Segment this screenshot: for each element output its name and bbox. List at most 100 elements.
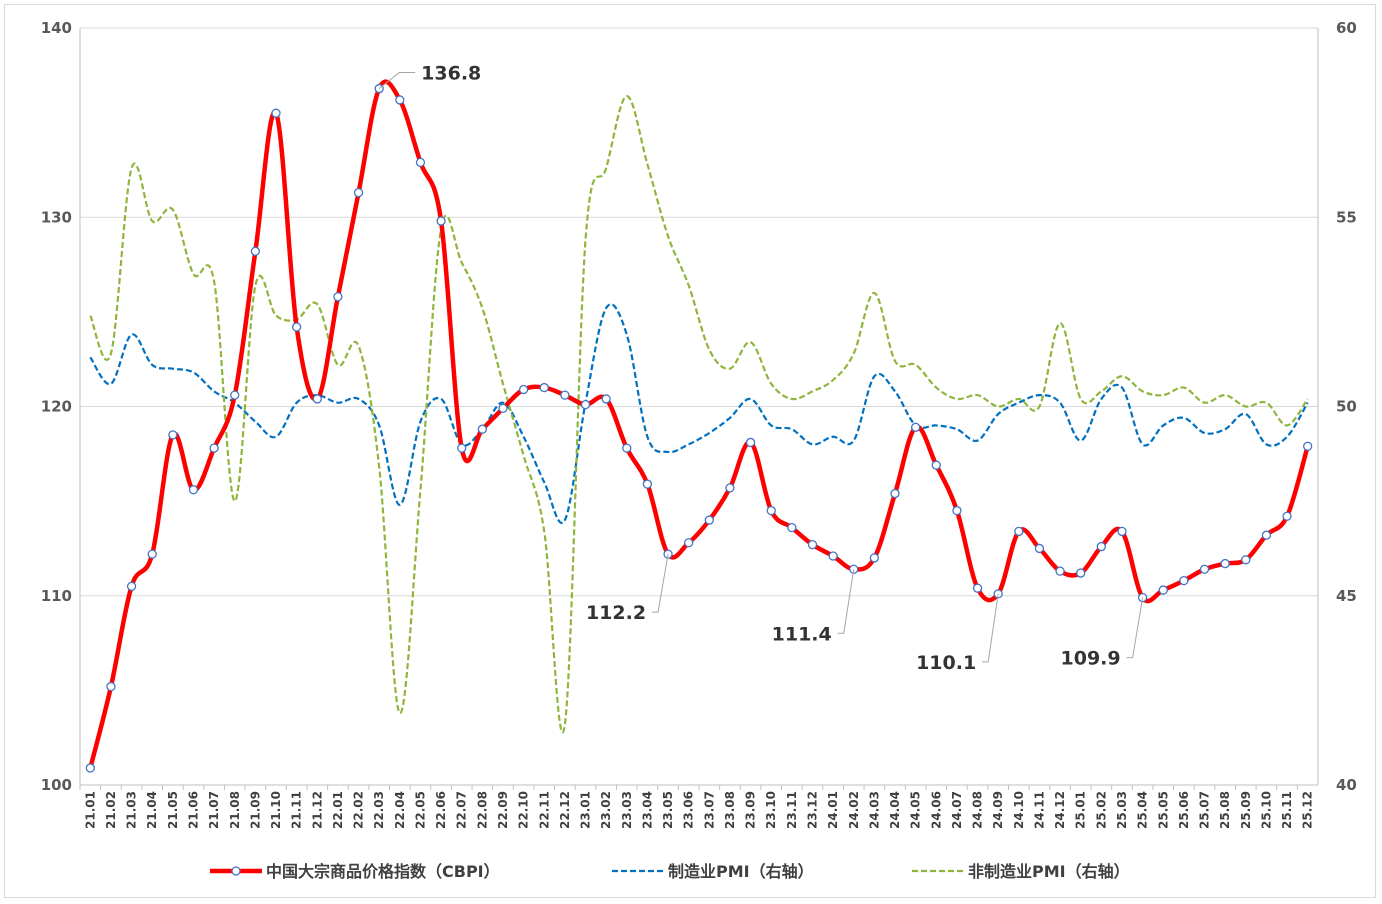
cbpi-marker (1076, 568, 1086, 578)
cbpi-marker (828, 551, 838, 561)
y-left-tick-label: 130 (41, 208, 72, 226)
cbpi-marker (890, 488, 900, 499)
x-tick-label: 24.11 (1032, 791, 1046, 829)
y-left-tick-label: 110 (41, 587, 72, 605)
cbpi-marker (911, 422, 921, 432)
cbpi-marker (931, 460, 941, 470)
x-tick-label: 24.10 (1012, 791, 1026, 829)
cbpi-markers (85, 83, 1313, 773)
x-tick-label: 25.10 (1259, 791, 1273, 829)
cbpi-marker (457, 443, 467, 453)
y-left-tick-label: 100 (41, 776, 72, 794)
cbpi-marker (291, 322, 302, 332)
cbpi-marker (188, 485, 199, 495)
cbpi-marker (1014, 526, 1024, 537)
series-lines (88, 79, 1310, 769)
cbpi-marker (684, 538, 694, 548)
x-tick-label: 23.03 (620, 791, 634, 829)
annotation-leader (652, 554, 669, 613)
x-tick-label: 25.02 (1094, 791, 1108, 829)
cbpi-marker (1117, 526, 1127, 537)
annotation-leader (1126, 597, 1144, 659)
x-tick-label: 25.03 (1115, 791, 1129, 829)
x-tick-label: 23.12 (805, 791, 819, 829)
annotation-label: 111.4 (772, 623, 832, 645)
x-tick-label: 24.04 (888, 791, 902, 829)
cbpi-marker (168, 430, 178, 440)
annotation-leader (378, 72, 416, 89)
cbpi-marker (807, 540, 818, 550)
annotation-label: 110.1 (916, 652, 976, 674)
x-tick-label: 24.06 (929, 791, 943, 829)
legend-marker (231, 866, 241, 876)
x-tick-label: 24.01 (826, 791, 840, 829)
x-tick-label: 24.02 (847, 791, 861, 829)
y-axis-right-ticks: 40 45 50 55 60 (1336, 19, 1357, 794)
y-left-tick-label: 140 (41, 19, 72, 37)
x-tick-label: 22.01 (331, 791, 345, 829)
x-tick-label: 24.09 (991, 791, 1005, 829)
cbpi-marker (1158, 585, 1168, 595)
series-line-0 (88, 79, 1310, 769)
x-tick-label: 23.11 (785, 791, 799, 829)
x-tick-label: 23.09 (744, 791, 758, 829)
legend: 中国大宗商品价格指数（CBPI） 制造业PMI（右轴） 非制造业PMI（右轴） (210, 862, 1130, 881)
x-tick-label: 21.07 (207, 791, 221, 829)
cbpi-marker (353, 187, 364, 198)
x-tick-label: 24.05 (909, 791, 923, 829)
x-tick-label: 23.08 (723, 791, 737, 829)
cbpi-marker (539, 382, 549, 393)
x-tick-label: 25.08 (1218, 791, 1232, 829)
annotation-leader (837, 569, 855, 634)
cbpi-marker (745, 437, 756, 448)
x-tick-label: 24.12 (1053, 791, 1067, 829)
x-tick-label: 22.11 (537, 791, 551, 829)
cbpi-marker (560, 390, 570, 400)
x-tick-label: 23.02 (599, 791, 613, 829)
cbpi-marker (1282, 511, 1292, 521)
x-tick-label: 21.01 (83, 791, 97, 829)
cbpi-marker (395, 95, 405, 105)
x-tick-label: 25.12 (1301, 791, 1315, 829)
x-tick-label: 23.05 (661, 791, 675, 829)
cbpi-marker (601, 394, 611, 404)
cbpi-marker (1241, 555, 1251, 565)
cbpi-marker (498, 403, 508, 414)
cbpi-marker (209, 443, 219, 453)
legend-label-2: 非制造业PMI（右轴） (968, 862, 1130, 881)
x-tick-label: 22.04 (393, 791, 407, 829)
x-tick-label: 22.02 (352, 791, 366, 829)
x-tick-label: 23.01 (579, 791, 593, 829)
cbpi-marker (85, 763, 95, 773)
cbpi-marker (972, 583, 983, 593)
x-tick-label: 25.01 (1074, 791, 1088, 829)
x-tick-label: 22.10 (517, 791, 531, 829)
series-line-1 (89, 303, 1309, 524)
y-axis-left-ticks: 100 110 120 130 140 (41, 19, 72, 794)
x-tick-label: 25.11 (1280, 791, 1294, 829)
x-tick-label: 25.05 (1156, 791, 1170, 829)
cbpi-marker (766, 505, 776, 516)
x-tick-label: 21.10 (269, 791, 283, 829)
x-tick-label: 25.06 (1177, 791, 1191, 829)
cbpi-marker (477, 424, 488, 434)
cbpi-marker (725, 483, 735, 493)
cbpi-marker (1303, 441, 1313, 451)
x-tick-label: 24.08 (971, 791, 985, 829)
x-tick-label: 21.08 (228, 791, 242, 829)
x-tick-label: 25.09 (1239, 791, 1253, 829)
x-tick-label: 21.09 (248, 791, 262, 829)
gridlines (80, 27, 1318, 597)
legend-label-0: 中国大宗商品价格指数（CBPI） (266, 862, 500, 881)
cbpi-marker (1096, 541, 1106, 552)
cbpi-marker (415, 157, 426, 168)
cbpi-marker (1220, 558, 1230, 569)
x-tick-label: 22.05 (413, 791, 427, 829)
cbpi-marker (106, 681, 116, 692)
x-axis-ticks: 21.01 21.02 21.03 21.04 21.05 21.06 21.07 21.08… (79, 785, 1315, 829)
cbpi-marker (250, 246, 261, 256)
y-right-tick-label: 60 (1336, 19, 1357, 37)
annotations: 136.8 112.2 111.4 110.1 109.9 (378, 63, 1144, 674)
y-left-tick-label: 120 (41, 398, 72, 416)
